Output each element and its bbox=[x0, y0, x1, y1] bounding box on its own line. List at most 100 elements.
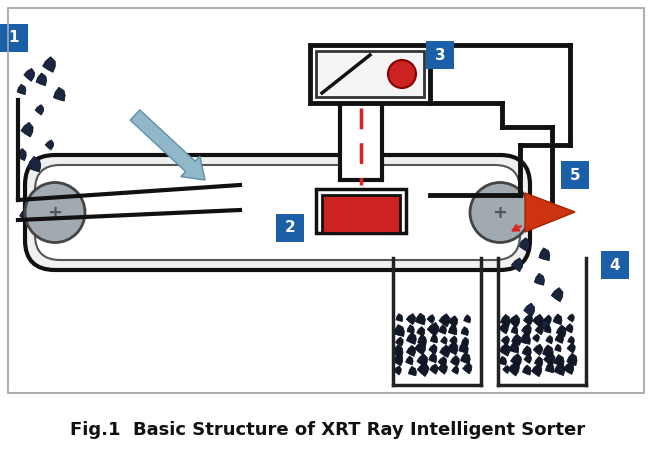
Text: +: + bbox=[493, 203, 508, 222]
Polygon shape bbox=[449, 316, 458, 327]
Bar bbox=[8, 8, 644, 393]
Polygon shape bbox=[546, 335, 553, 344]
Polygon shape bbox=[36, 73, 47, 86]
Polygon shape bbox=[522, 346, 531, 357]
Polygon shape bbox=[555, 333, 563, 344]
Polygon shape bbox=[542, 345, 553, 358]
Polygon shape bbox=[512, 334, 521, 345]
Text: 3: 3 bbox=[435, 47, 445, 62]
Polygon shape bbox=[293, 177, 301, 186]
Polygon shape bbox=[523, 314, 533, 325]
Text: 4: 4 bbox=[610, 258, 620, 273]
Polygon shape bbox=[534, 356, 543, 367]
Polygon shape bbox=[438, 363, 447, 374]
Polygon shape bbox=[429, 344, 437, 354]
Polygon shape bbox=[240, 173, 248, 182]
Polygon shape bbox=[510, 342, 519, 353]
Polygon shape bbox=[417, 327, 424, 336]
Polygon shape bbox=[521, 324, 531, 336]
Polygon shape bbox=[48, 208, 60, 222]
Polygon shape bbox=[405, 356, 413, 365]
Polygon shape bbox=[406, 333, 417, 344]
Polygon shape bbox=[464, 315, 470, 323]
Text: 2: 2 bbox=[285, 221, 295, 236]
Polygon shape bbox=[508, 362, 519, 376]
Polygon shape bbox=[417, 354, 428, 367]
Polygon shape bbox=[555, 344, 561, 352]
Polygon shape bbox=[21, 122, 33, 137]
Polygon shape bbox=[45, 140, 54, 150]
Polygon shape bbox=[131, 177, 140, 187]
FancyBboxPatch shape bbox=[25, 155, 530, 270]
Polygon shape bbox=[407, 325, 415, 334]
Polygon shape bbox=[510, 354, 521, 367]
Polygon shape bbox=[554, 363, 565, 376]
Polygon shape bbox=[438, 357, 447, 367]
Bar bbox=[316, 51, 424, 97]
Polygon shape bbox=[461, 327, 468, 335]
Polygon shape bbox=[539, 318, 550, 331]
Polygon shape bbox=[275, 178, 284, 188]
Polygon shape bbox=[556, 325, 566, 337]
Polygon shape bbox=[565, 324, 573, 333]
Bar bbox=[322, 195, 400, 233]
Polygon shape bbox=[524, 354, 531, 364]
Polygon shape bbox=[553, 314, 562, 325]
Polygon shape bbox=[525, 193, 575, 232]
Polygon shape bbox=[392, 345, 403, 357]
Polygon shape bbox=[552, 288, 563, 302]
Polygon shape bbox=[415, 342, 426, 355]
Polygon shape bbox=[567, 343, 575, 353]
Polygon shape bbox=[499, 323, 508, 334]
Polygon shape bbox=[447, 342, 458, 355]
Polygon shape bbox=[185, 175, 195, 187]
Polygon shape bbox=[473, 172, 482, 182]
Circle shape bbox=[470, 182, 530, 243]
Polygon shape bbox=[523, 365, 531, 375]
FancyBboxPatch shape bbox=[35, 165, 520, 260]
Polygon shape bbox=[394, 324, 404, 336]
Polygon shape bbox=[452, 366, 458, 374]
Bar bbox=[8, 8, 644, 393]
Polygon shape bbox=[490, 177, 500, 190]
Polygon shape bbox=[533, 334, 540, 342]
Polygon shape bbox=[509, 315, 520, 328]
Polygon shape bbox=[453, 176, 465, 189]
Polygon shape bbox=[409, 366, 417, 376]
Polygon shape bbox=[531, 364, 542, 377]
Polygon shape bbox=[462, 337, 468, 346]
Bar bbox=[310, 45, 430, 103]
Polygon shape bbox=[427, 314, 434, 324]
Polygon shape bbox=[462, 363, 472, 374]
Polygon shape bbox=[257, 174, 266, 184]
Polygon shape bbox=[451, 355, 459, 366]
Polygon shape bbox=[150, 177, 157, 185]
Polygon shape bbox=[50, 174, 59, 185]
Polygon shape bbox=[394, 366, 402, 375]
Polygon shape bbox=[415, 313, 425, 325]
Polygon shape bbox=[499, 343, 510, 356]
Polygon shape bbox=[220, 177, 231, 190]
Polygon shape bbox=[501, 336, 510, 345]
Polygon shape bbox=[507, 225, 515, 234]
Polygon shape bbox=[563, 362, 574, 374]
Polygon shape bbox=[567, 353, 577, 366]
Polygon shape bbox=[43, 57, 55, 72]
Bar bbox=[340, 103, 382, 180]
Polygon shape bbox=[29, 193, 39, 206]
Polygon shape bbox=[396, 337, 403, 346]
Polygon shape bbox=[393, 354, 403, 366]
Polygon shape bbox=[418, 335, 426, 345]
Polygon shape bbox=[568, 336, 574, 344]
Polygon shape bbox=[500, 314, 510, 326]
Polygon shape bbox=[546, 363, 554, 373]
FancyBboxPatch shape bbox=[0, 24, 28, 52]
FancyBboxPatch shape bbox=[561, 161, 589, 189]
Polygon shape bbox=[428, 353, 437, 363]
Polygon shape bbox=[430, 364, 438, 374]
Polygon shape bbox=[16, 148, 26, 161]
Polygon shape bbox=[567, 314, 574, 322]
Text: +: + bbox=[48, 203, 62, 222]
Polygon shape bbox=[438, 174, 445, 182]
Polygon shape bbox=[554, 354, 564, 366]
